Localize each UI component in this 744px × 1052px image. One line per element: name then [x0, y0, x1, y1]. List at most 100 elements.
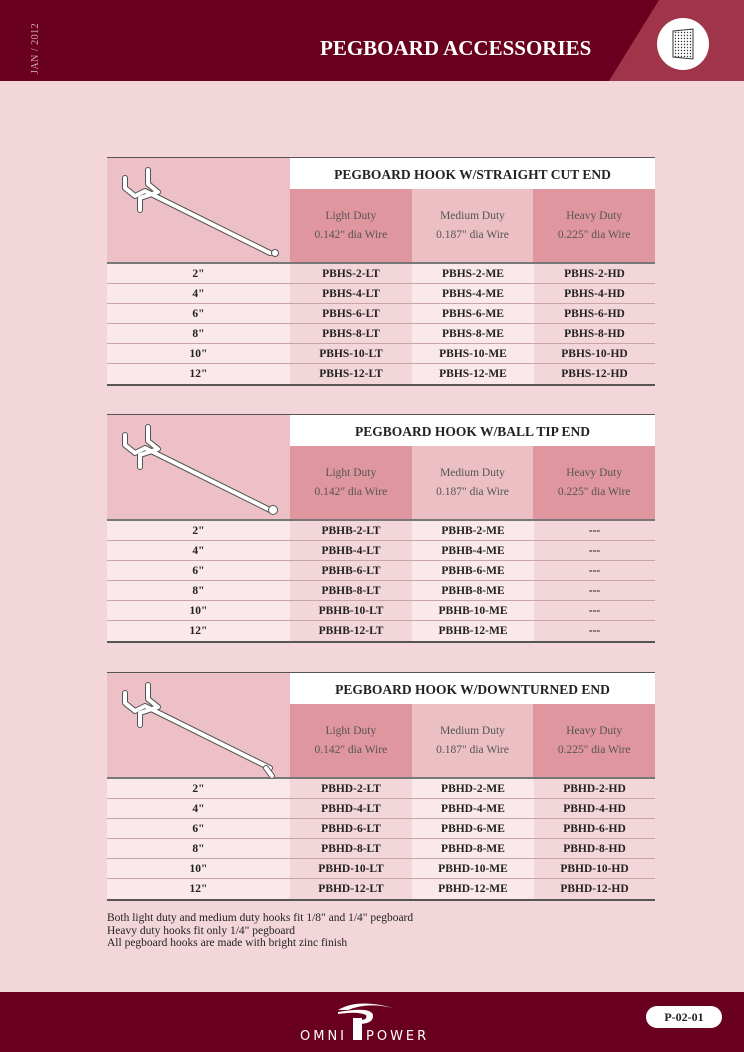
note: Heavy duty hooks fit only 1/4" pegboard — [107, 924, 296, 937]
part-number: PBHD-6-ME — [441, 823, 505, 835]
note: Both light duty and medium duty hooks fi… — [107, 912, 414, 924]
duty-label: Medium Duty — [440, 209, 505, 222]
wire-label: 0.225" dia Wire — [557, 485, 631, 498]
part-number: PBHD-2-LT — [290, 779, 412, 798]
notes: Both light duty and medium duty hooks fi… — [107, 912, 413, 950]
svg-text:POWER: POWER — [366, 1029, 429, 1044]
part-number: PBHD-12-ME — [438, 883, 508, 895]
part-number: PBHD-2-HD — [534, 779, 655, 798]
part-number: --- — [534, 621, 655, 641]
part-number: PBHD-8-ME — [441, 843, 505, 855]
part-number: PBHD-6-LT — [290, 819, 412, 838]
size-cell: 8" — [192, 843, 205, 855]
part-number: PBHD-4-HD — [534, 799, 655, 818]
pegboard-icon — [657, 18, 709, 70]
part-number: --- — [534, 581, 655, 600]
column-header: Light Duty 0.142" dia Wire — [290, 704, 412, 777]
duty-label: Heavy Duty — [566, 466, 623, 479]
size-cell: 6" — [192, 565, 205, 577]
size-cell: 4" — [192, 803, 205, 815]
table-row: 2" PBHD-2-LT PBHD-2-ME PBHD-2-HD — [107, 779, 655, 799]
part-number: PBHD-6-HD — [534, 819, 655, 838]
footer — [0, 992, 744, 1052]
part-number: PBHB-8-LT — [290, 581, 412, 600]
downturned-hook-image — [107, 673, 290, 779]
size-cell: 2" — [192, 525, 205, 537]
size-cell: 2" — [192, 783, 205, 795]
table-row: 10" PBHD-10-LT PBHD-10-ME PBHD-10-HD — [107, 859, 655, 879]
part-number: PBHB-2-ME — [441, 525, 505, 537]
part-number: PBHS-10-LT — [290, 344, 412, 363]
duty-label: Medium Duty — [440, 724, 505, 737]
product-table: PEGBOARD HOOK W/BALL TIP END Light Duty 0… — [107, 414, 656, 643]
part-number: PBHS-8-LT — [290, 324, 412, 343]
column-header: Light Duty 0.142" dia Wire — [290, 446, 412, 519]
size-cell: 2" — [192, 268, 205, 280]
part-number: PBHD-4-ME — [441, 803, 505, 815]
table-row: 4" PBHB-4-LT PBHB-4-ME --- — [107, 541, 655, 561]
part-number: PBHS-12-LT — [290, 364, 412, 384]
table-row: 6" PBHD-6-LT PBHD-6-ME PBHD-6-HD — [107, 819, 655, 839]
part-number: PBHB-6-LT — [290, 561, 412, 580]
page-title: PEGBOARD ACCESSORIES — [320, 36, 592, 60]
part-number: PBHB-4-LT — [290, 541, 412, 560]
duty-label: Light Duty — [325, 466, 377, 479]
column-header: Medium Duty 0.187" dia Wire — [411, 189, 534, 262]
size-cell: 6" — [192, 823, 205, 835]
column-header: Heavy Duty 0.225" dia Wire — [533, 704, 656, 777]
table-title: PEGBOARD HOOK W/STRAIGHT CUT END — [290, 158, 655, 189]
size-cell: 12" — [189, 625, 208, 637]
size-cell: 8" — [192, 328, 205, 340]
column-header: Light Duty 0.142" dia Wire — [290, 189, 412, 262]
part-number: PBHS-8-ME — [442, 328, 504, 340]
part-number: PBHS-2-LT — [290, 264, 412, 283]
size-cell: 4" — [192, 545, 205, 557]
part-number: PBHS-2-HD — [534, 264, 655, 283]
table-title: PEGBOARD HOOK W/DOWNTURNED END — [290, 673, 655, 704]
wire-label: 0.142" dia Wire — [314, 228, 388, 241]
product-table: PEGBOARD HOOK W/STRAIGHT CUT END Light D… — [107, 157, 656, 386]
duty-label: Light Duty — [325, 724, 377, 737]
wire-label: 0.142" dia Wire — [314, 485, 388, 498]
table-row: 6" PBHS-6-LT PBHS-6-ME PBHS-6-HD — [107, 304, 655, 324]
size-cell: 8" — [192, 585, 205, 597]
duty-label: Heavy Duty — [566, 209, 623, 222]
part-number: PBHB-10-LT — [290, 601, 412, 620]
part-number: PBHB-4-ME — [441, 545, 505, 557]
wire-label: 0.187" dia Wire — [436, 485, 509, 498]
wire-label: 0.142" dia Wire — [314, 743, 388, 756]
part-number: --- — [534, 561, 655, 580]
part-number: PBHS-6-ME — [442, 308, 504, 320]
column-header: Heavy Duty 0.225" dia Wire — [533, 189, 656, 262]
part-number: --- — [534, 541, 655, 560]
part-number: --- — [534, 601, 655, 620]
part-number: PBHD-8-LT — [290, 839, 412, 858]
part-number: PBHB-12-ME — [438, 625, 508, 637]
table-row: 4" PBHS-4-LT PBHS-4-ME PBHS-4-HD — [107, 284, 655, 304]
part-number: PBHS-10-ME — [439, 348, 507, 360]
part-number: PBHD-10-LT — [290, 859, 412, 878]
table-row: 10" PBHB-10-LT PBHB-10-ME --- — [107, 601, 655, 621]
table-row: 6" PBHB-6-LT PBHB-6-ME --- — [107, 561, 655, 581]
table-row: 4" PBHD-4-LT PBHD-4-ME PBHD-4-HD — [107, 799, 655, 819]
part-number: PBHD-12-LT — [290, 879, 412, 899]
ball-tip-hook-image — [107, 415, 290, 519]
table-row: 12" PBHB-12-LT PBHB-12-ME --- — [107, 621, 655, 641]
part-number: PBHD-10-ME — [438, 863, 508, 875]
note: All pegboard hooks are made with bright … — [107, 937, 348, 949]
part-number: PBHB-12-LT — [290, 621, 412, 641]
size-cell: 10" — [189, 348, 208, 360]
svg-text:OMNI: OMNI — [300, 1029, 347, 1044]
table-row: 12" PBHD-12-LT PBHD-12-ME PBHD-12-HD — [107, 879, 655, 899]
column-header: Heavy Duty 0.225" dia Wire — [533, 446, 656, 519]
wire-label: 0.187" dia Wire — [436, 743, 509, 756]
table-row: 10" PBHS-10-LT PBHS-10-ME PBHS-10-HD — [107, 344, 655, 364]
wire-label: 0.225" dia Wire — [557, 228, 631, 241]
part-number: PBHD-2-ME — [441, 783, 505, 795]
part-number: PBHS-12-ME — [439, 368, 507, 380]
wire-label: 0.187" dia Wire — [436, 228, 509, 241]
size-cell: 10" — [189, 863, 208, 875]
part-number: PBHB-2-LT — [290, 521, 412, 540]
part-number: PBHB-8-ME — [441, 585, 505, 597]
part-number: PBHS-8-HD — [534, 324, 655, 343]
